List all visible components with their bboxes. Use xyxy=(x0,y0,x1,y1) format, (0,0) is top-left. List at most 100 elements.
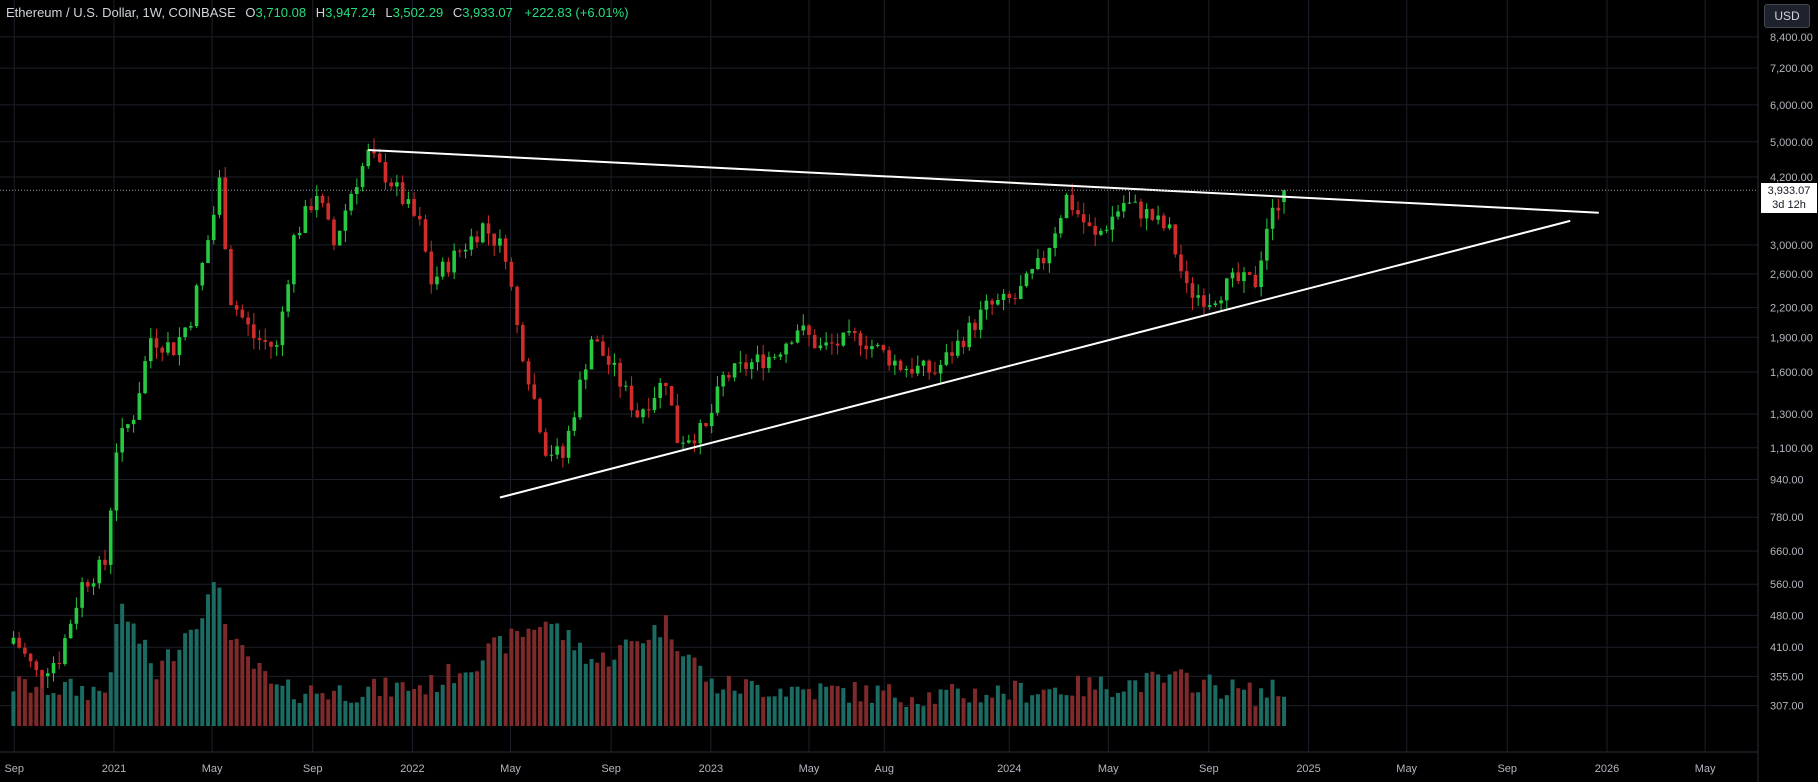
candle-body[interactable] xyxy=(326,203,331,220)
candle-body[interactable] xyxy=(1253,274,1258,288)
candle-body[interactable] xyxy=(17,637,21,648)
candle-body[interactable] xyxy=(801,325,806,331)
candle-body[interactable] xyxy=(1207,305,1212,307)
candle-body[interactable] xyxy=(137,393,142,420)
candle-body[interactable] xyxy=(818,345,823,349)
candle-body[interactable] xyxy=(841,332,846,346)
candle-body[interactable] xyxy=(870,346,874,350)
candle-body[interactable] xyxy=(372,149,376,154)
candle-body[interactable] xyxy=(1047,248,1052,264)
candle-body[interactable] xyxy=(515,286,519,326)
candle-body[interactable] xyxy=(166,342,170,353)
candle-body[interactable] xyxy=(51,662,56,674)
candle-body[interactable] xyxy=(1173,224,1178,255)
candle-body[interactable] xyxy=(446,261,451,273)
candle-body[interactable] xyxy=(1247,272,1252,275)
candle-body[interactable] xyxy=(80,582,84,608)
candle-body[interactable] xyxy=(68,623,73,639)
candle-body[interactable] xyxy=(143,361,147,394)
candle-body[interactable] xyxy=(309,206,313,211)
candle-body[interactable] xyxy=(835,343,840,346)
candle-body[interactable] xyxy=(486,223,491,234)
candle-body[interactable] xyxy=(795,330,800,343)
candle-body[interactable] xyxy=(1225,278,1229,301)
candle-body[interactable] xyxy=(1184,271,1189,284)
candle-body[interactable] xyxy=(721,374,725,387)
candle-body[interactable] xyxy=(675,405,680,443)
candle-body[interactable] xyxy=(297,232,302,236)
candle-body[interactable] xyxy=(1036,257,1040,270)
candle-body[interactable] xyxy=(23,647,27,654)
candle-body[interactable] xyxy=(589,339,594,370)
candle-body[interactable] xyxy=(898,360,903,371)
candle-body[interactable] xyxy=(1018,286,1023,299)
candle-body[interactable] xyxy=(194,285,199,327)
candle-body[interactable] xyxy=(263,340,268,342)
candle-body[interactable] xyxy=(561,446,565,458)
candle-body[interactable] xyxy=(1156,215,1160,220)
candle-body[interactable] xyxy=(1167,224,1172,229)
candle-body[interactable] xyxy=(389,182,393,187)
candle-body[interactable] xyxy=(1093,225,1097,235)
candle-body[interactable] xyxy=(715,386,720,413)
candle-body[interactable] xyxy=(704,423,708,427)
candle-body[interactable] xyxy=(572,417,577,431)
candle-body[interactable] xyxy=(28,653,33,662)
candle-body[interactable] xyxy=(1001,293,1006,300)
time-axis[interactable]: Sep 2021 May Sep 2022 May Sep 2023 May Aug 2024 May… xyxy=(4,763,1716,775)
price-axis[interactable]: 8,400.00 7,200.00 6,000.00 5,000.00 4,200.00… xyxy=(1770,32,1813,713)
candle-body[interactable] xyxy=(189,326,193,328)
candle-body[interactable] xyxy=(211,214,216,241)
candle-body[interactable] xyxy=(292,235,296,285)
candle-body[interactable] xyxy=(875,344,880,347)
candle-body[interactable] xyxy=(658,382,662,398)
candle-body[interactable] xyxy=(652,397,657,411)
candle-body[interactable] xyxy=(269,341,273,347)
candle-body[interactable] xyxy=(509,261,514,287)
candle-body[interactable] xyxy=(1276,207,1281,211)
candle-body[interactable] xyxy=(503,238,508,262)
candle-body[interactable] xyxy=(744,362,748,369)
candle-body[interactable] xyxy=(383,162,388,183)
candle-body[interactable] xyxy=(440,261,445,277)
candle-body[interactable] xyxy=(532,384,537,399)
candle-body[interactable] xyxy=(1104,229,1109,231)
candle-body[interactable] xyxy=(1127,202,1132,204)
candle-body[interactable] xyxy=(692,440,697,444)
candle-body[interactable] xyxy=(887,350,891,366)
candle-body[interactable] xyxy=(154,338,159,348)
candle-body[interactable] xyxy=(543,432,548,456)
candle-body[interactable] xyxy=(830,342,834,344)
candle-body[interactable] xyxy=(629,385,634,411)
candle-body[interactable] xyxy=(234,305,239,310)
candle-body[interactable] xyxy=(686,440,691,443)
candle-body[interactable] xyxy=(395,182,399,187)
candle-body[interactable] xyxy=(274,345,279,347)
candle-body[interactable] xyxy=(944,352,949,365)
candle-body[interactable] xyxy=(566,430,571,458)
candle-body[interactable] xyxy=(824,342,828,346)
candle-body[interactable] xyxy=(1202,295,1206,307)
candle-body[interactable] xyxy=(1059,218,1063,234)
candle-body[interactable] xyxy=(492,233,496,246)
candle-body[interactable] xyxy=(755,354,760,363)
candle-body[interactable] xyxy=(458,250,462,252)
candle-body[interactable] xyxy=(103,559,107,565)
candle-body[interactable] xyxy=(681,442,685,444)
candle-body[interactable] xyxy=(1144,209,1149,219)
candle-body[interactable] xyxy=(927,360,931,373)
candle-body[interactable] xyxy=(469,236,474,250)
symbol-title[interactable]: Ethereum / U.S. Dollar, 1W, COINBASE xyxy=(6,5,236,20)
candle-body[interactable] xyxy=(1242,272,1246,282)
candle-body[interactable] xyxy=(303,206,308,233)
candle-body[interactable] xyxy=(200,262,205,286)
candle-body[interactable] xyxy=(1213,303,1218,306)
candle-body[interactable] xyxy=(480,223,485,243)
candle-body[interactable] xyxy=(549,454,554,456)
candle-body[interactable] xyxy=(1139,201,1143,219)
candle-body[interactable] xyxy=(126,424,130,429)
candle-body[interactable] xyxy=(1133,201,1138,203)
candle-body[interactable] xyxy=(967,322,972,348)
candle-body[interactable] xyxy=(229,249,233,306)
